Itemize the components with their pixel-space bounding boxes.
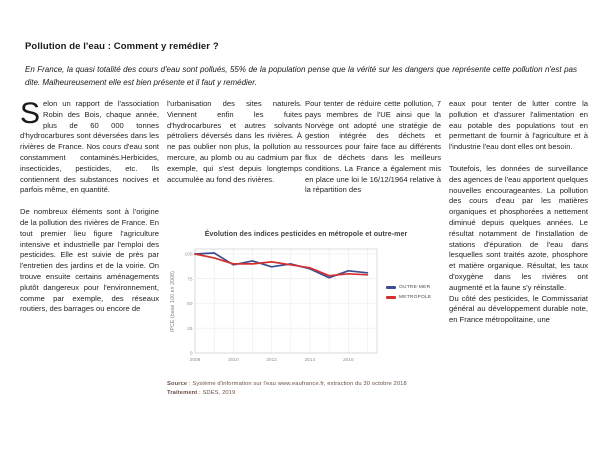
treatment-line: Traitement : SDES, 2019 bbox=[167, 389, 445, 398]
svg-text:25: 25 bbox=[187, 326, 193, 332]
chart-source-note: Source : Système d'information sur l'eau… bbox=[167, 380, 445, 398]
treatment-label: Traitement bbox=[167, 390, 198, 396]
text-column-2: l'urbanisation des sites naturels. Vienn… bbox=[167, 99, 302, 196]
svg-text:75: 75 bbox=[187, 276, 193, 282]
legend-item: METROPOLE bbox=[386, 295, 431, 300]
legend-label: OUTRE-MER bbox=[399, 285, 431, 290]
chart-body: IPCE (base 100 en 2008) 0 25 50 75 100 2008 20… bbox=[167, 243, 445, 367]
legend-line-swatch bbox=[386, 286, 396, 289]
source-text: : Système d'information sur l'eau www.ea… bbox=[187, 381, 407, 387]
source-label: Source bbox=[167, 381, 188, 387]
drop-cap: S bbox=[20, 97, 41, 130]
svg-text:0: 0 bbox=[190, 351, 193, 357]
pesticide-index-chart: Évolution des indices pesticides en métr… bbox=[167, 231, 445, 398]
svg-text:100: 100 bbox=[184, 252, 192, 258]
paragraph-text: elon un rapport de l'association Robin d… bbox=[20, 99, 159, 195]
svg-text:2014: 2014 bbox=[305, 357, 316, 363]
line-plot: 0 25 50 75 100 2008 2010 2012 2014 2016 bbox=[184, 248, 378, 363]
text-column-4: eaux pour tenter de lutter contre la pol… bbox=[449, 99, 588, 326]
svg-text:2010: 2010 bbox=[228, 357, 239, 363]
article-lead-paragraph: En France, la quasi totalité des cours d… bbox=[25, 65, 577, 87]
legend-label: METROPOLE bbox=[399, 295, 432, 300]
source-line: Source : Système d'information sur l'eau… bbox=[167, 380, 445, 389]
svg-text:50: 50 bbox=[187, 301, 193, 307]
paragraph: Du côté des pesticides, le Commissariat … bbox=[449, 293, 588, 325]
y-axis-label: IPCE (base 100 en 2008) bbox=[169, 271, 176, 333]
chart-legend: OUTRE-MER METROPOLE bbox=[386, 243, 431, 367]
article-title: Pollution de l'eau : Comment y remédier … bbox=[25, 41, 219, 52]
paragraph: Toutefois, les données de surveillance d… bbox=[449, 163, 588, 292]
svg-text:2012: 2012 bbox=[266, 357, 277, 363]
y-axis-label-wrap: IPCE (base 100 en 2008) bbox=[167, 243, 178, 361]
paragraph: eaux pour tenter de lutter contre la pol… bbox=[449, 99, 588, 152]
paragraph: l'urbanisation des sites naturels. Vienn… bbox=[167, 99, 302, 184]
treatment-text: : SDES, 2019 bbox=[197, 390, 236, 396]
svg-text:2008: 2008 bbox=[190, 357, 201, 363]
legend-line-swatch bbox=[386, 296, 396, 299]
paragraph: De nombreux éléments sont à l'origine de… bbox=[20, 207, 159, 314]
legend-item: OUTRE-MER bbox=[386, 285, 431, 290]
chart-title: Évolution des indices pesticides en métr… bbox=[204, 231, 408, 238]
paragraph: Pour tenter de réduire cette pollution, … bbox=[305, 99, 441, 195]
text-column-3: Pour tenter de réduire cette pollution, … bbox=[305, 99, 441, 207]
svg-text:2016: 2016 bbox=[343, 357, 354, 363]
